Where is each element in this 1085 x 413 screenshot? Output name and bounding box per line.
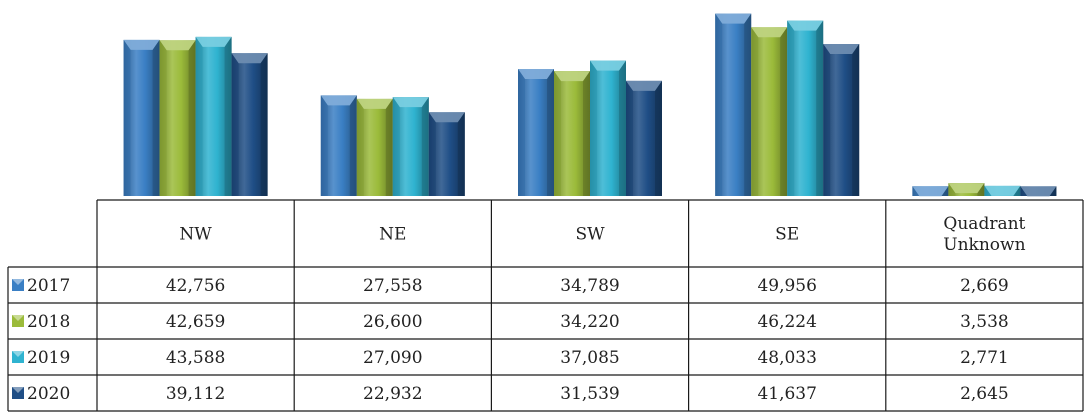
bar-2017-sw <box>518 69 554 196</box>
bar-2017-se <box>715 13 752 196</box>
table-cell-value: 49,956 <box>757 276 816 296</box>
bar-2018-sw <box>554 71 590 196</box>
table-cell-value: 27,558 <box>363 276 422 296</box>
bar-2018-quadrant-unknown <box>948 183 985 196</box>
legend-label: 2019 <box>27 348 70 368</box>
table-cell-value: 27,090 <box>363 348 422 368</box>
table-cell-value: 2,771 <box>960 348 1009 368</box>
table-cell-value: 37,085 <box>560 348 619 368</box>
bar-2020-nw <box>231 53 268 196</box>
table-cell-value: 41,637 <box>757 384 816 404</box>
legend-swatch-2018 <box>12 315 24 327</box>
bar-2020-sw <box>626 80 662 196</box>
bar-2017-quadrant-unknown <box>912 186 949 197</box>
legend-swatch-2020 <box>12 387 24 399</box>
bar-2018-se <box>751 27 788 196</box>
bar-2020-quadrant-unknown <box>1020 186 1057 197</box>
bar-2017-nw <box>123 39 160 196</box>
table-cell-value: 2,669 <box>960 276 1009 296</box>
bar-2018-ne <box>356 98 393 196</box>
category-label: NW <box>179 225 212 245</box>
category-label: SE <box>775 225 799 245</box>
table-cell-value: 42,756 <box>166 276 225 296</box>
legend-label: 2017 <box>27 276 70 296</box>
table-cell-value: 46,224 <box>757 312 816 332</box>
category-label: Quadrant <box>943 214 1025 234</box>
bar-2019-sw <box>590 60 626 196</box>
table-cell-value: 43,588 <box>166 348 225 368</box>
table-cell-value: 2,645 <box>960 384 1009 404</box>
bar-2019-quadrant-unknown <box>984 185 1021 196</box>
category-label: SW <box>575 225 605 245</box>
bar-2019-nw <box>195 36 232 196</box>
bar-2018-nw <box>159 40 196 196</box>
bar-2020-ne <box>428 112 465 196</box>
table-cell-value: 34,220 <box>560 312 619 332</box>
legend-label: 2020 <box>27 384 70 404</box>
table-cell-value: 34,789 <box>560 276 619 296</box>
legend-label: 2018 <box>27 312 70 332</box>
bar-2019-ne <box>392 97 429 196</box>
category-label: NE <box>379 225 406 245</box>
table-cell-value: 39,112 <box>166 384 225 404</box>
table-cell-value: 42,659 <box>166 312 225 332</box>
table-cell-value: 3,538 <box>960 312 1009 332</box>
legend-swatch-2019 <box>12 351 24 363</box>
legend-swatch-2017 <box>12 279 24 291</box>
bar-2020-se <box>823 44 860 197</box>
table-cell-value: 22,932 <box>363 384 422 404</box>
bar-2019-se <box>787 20 824 196</box>
category-label: Unknown <box>943 235 1025 255</box>
table-cell-value: 31,539 <box>560 384 619 404</box>
table-cell-value: 26,600 <box>363 312 422 332</box>
table-cell-value: 48,033 <box>757 348 816 368</box>
bars-layer <box>123 13 1057 197</box>
bar-2017-ne <box>320 95 357 196</box>
